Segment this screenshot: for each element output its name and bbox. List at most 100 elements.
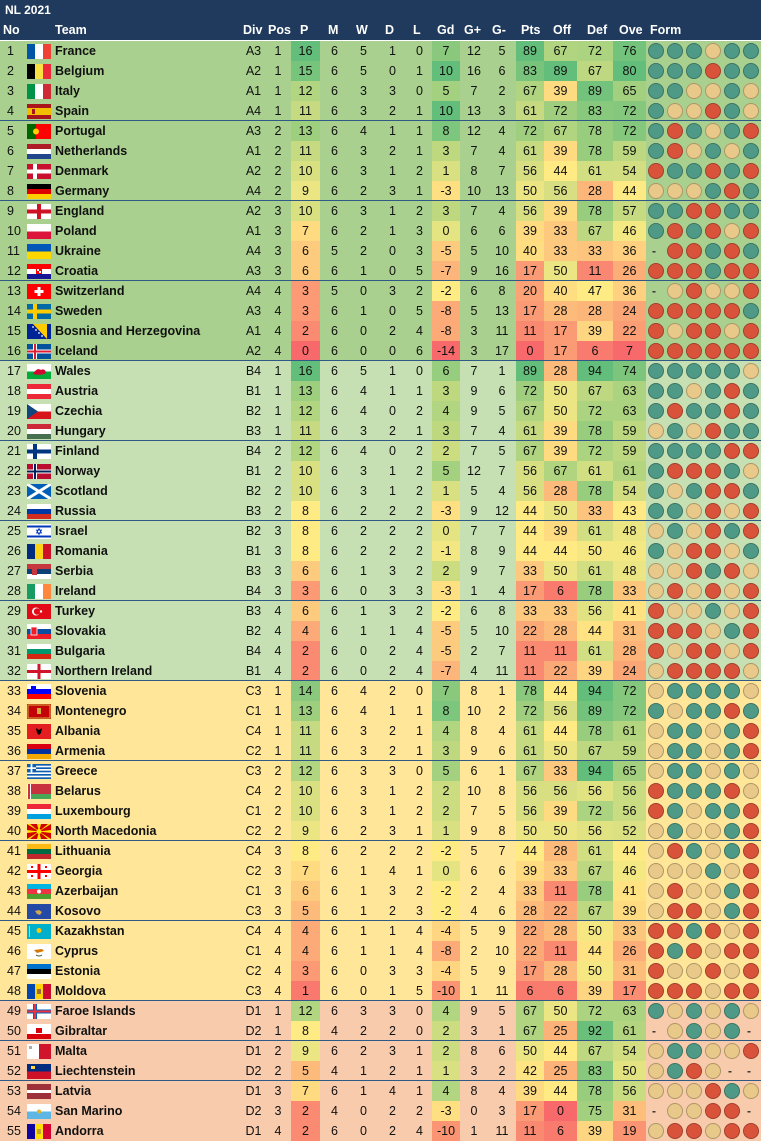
team-name[interactable]: Hungary [55,424,106,438]
team-name[interactable]: Lithuania [55,844,111,858]
table-row[interactable]: 12 Croatia A3 3 6 6 1 0 5 -7 9 16 17 50 11 26 [0,261,761,281]
team-name[interactable]: Turkey [55,604,96,618]
column-header-div[interactable]: Div [243,23,263,37]
table-row[interactable]: 44 Kosovo C3 3 5 6 1 2 3 -2 4 6 28 22 67 39 [0,901,761,921]
table-row[interactable]: 29 Turkey B3 4 6 6 1 3 2 -2 6 8 33 33 56 41 [0,600,761,621]
column-header-p[interactable]: P [300,23,309,37]
team-name[interactable]: Cyprus [55,944,99,958]
team-name[interactable]: Italy [55,84,81,98]
team-name[interactable]: Azerbaijan [55,884,119,898]
team-name[interactable]: Kazakhstan [55,924,125,938]
column-header-g-[interactable]: G+ [464,23,482,37]
column-header-d[interactable]: D [385,23,395,37]
column-header-l[interactable]: L [413,23,421,37]
team-name[interactable]: Poland [55,224,97,238]
table-row[interactable]: 11 Ukraine A4 3 6 5 2 0 3 -5 5 10 40 33 33 36- [0,241,761,261]
table-row[interactable]: 49 Faroe Islands D1 1 12 6 3 3 0 4 9 5 67 50 72 63 [0,1000,761,1021]
column-header-m[interactable]: M [328,23,339,37]
table-row[interactable]: 53 Latvia D1 3 7 6 1 4 1 4 8 4 39 44 78 56 [0,1080,761,1101]
column-header-form[interactable]: Form [650,23,682,37]
team-name[interactable]: Greece [55,764,98,778]
column-header-no[interactable]: No [3,23,20,37]
team-name[interactable]: Croatia [55,264,99,278]
table-row[interactable]: 32 Northern Ireland B1 4 2 6 0 2 4 -7 4 11 11 22 39 24 [0,661,761,681]
team-name[interactable]: Germany [55,184,110,198]
table-row[interactable]: 48 Moldova C3 4 1 6 0 1 5 -10 1 11 6 6 39 17 [0,981,761,1001]
table-row[interactable]: 18 Austria B1 1 13 6 4 1 1 3 9 6 72 50 67 63 [0,381,761,401]
table-row[interactable]: 50 Gibraltar D2 1 8 4 2 2 0 2 3 1 67 25 92 61- - [0,1021,761,1041]
team-name[interactable]: Andorra [55,1124,104,1138]
team-name[interactable]: Latvia [55,1084,92,1098]
table-row[interactable]: 40 North Macedonia C2 2 9 6 2 3 1 1 9 8 50 50 56 52 [0,821,761,841]
table-row[interactable]: 52 Liechtenstein D2 2 5 4 1 2 1 1 3 2 42 25 83 50- - [0,1061,761,1081]
team-name[interactable]: Georgia [55,864,103,878]
column-header-w[interactable]: W [356,23,368,37]
column-header-off[interactable]: Off [553,23,572,37]
column-header-pts[interactable]: Pts [521,23,541,37]
table-row[interactable]: 27 Serbia B3 3 6 6 1 3 2 2 9 7 33 50 61 48 [0,561,761,581]
team-name[interactable]: Slovakia [55,624,106,638]
column-header-pos[interactable]: Pos [268,23,291,37]
table-row[interactable]: 47 Estonia C2 4 3 6 0 3 3 -4 5 9 17 28 50 31 [0,961,761,981]
column-header-g-[interactable]: G- [492,23,506,37]
table-row[interactable]: 36 Armenia C2 1 11 6 3 2 1 3 9 6 61 50 67 59 [0,741,761,761]
table-row[interactable]: 25 Israel B2 3 8 6 2 2 2 0 7 7 44 39 61 48 [0,520,761,541]
team-name[interactable]: North Macedonia [55,824,157,838]
team-name[interactable]: Denmark [55,164,109,178]
team-name[interactable]: Czechia [55,404,103,418]
team-name[interactable]: Slovenia [55,684,107,698]
table-row[interactable]: 2 Belgium A2 1 15 6 5 0 1 10 16 6 83 89 67 80 [0,61,761,81]
team-name[interactable]: Northern Ireland [55,664,153,678]
team-name[interactable]: Austria [55,384,99,398]
table-row[interactable]: 45 Kazakhstan C4 4 4 6 1 1 4 -4 5 9 22 28 50 33 [0,920,761,941]
team-name[interactable]: Moldova [55,984,106,998]
team-name[interactable]: Luxembourg [55,804,131,818]
team-name[interactable]: Armenia [55,744,106,758]
team-name[interactable]: Norway [55,464,101,478]
table-row[interactable]: 43 Azerbaijan C1 3 6 6 1 3 2 -2 2 4 33 11 78 41 [0,881,761,901]
team-name[interactable]: Sweden [55,304,103,318]
team-name[interactable]: France [55,44,96,58]
table-row[interactable]: 39 Luxembourg C1 2 10 6 3 1 2 2 7 5 56 39 72 56 [0,801,761,821]
team-name[interactable]: Switzerland [55,284,125,298]
team-name[interactable]: England [55,204,105,218]
team-name[interactable]: Netherlands [55,144,128,158]
table-row[interactable]: 28 Ireland B4 3 3 6 0 3 3 -3 1 4 17 6 78 33 [0,581,761,601]
table-row[interactable]: 35 Albania C4 1 11 6 3 2 1 4 8 4 61 44 78 61 [0,721,761,741]
team-name[interactable]: Scotland [55,484,108,498]
team-name[interactable]: Serbia [55,564,94,578]
team-name[interactable]: Malta [55,1044,87,1058]
team-name[interactable]: San Marino [55,1104,123,1118]
team-name[interactable]: Spain [55,104,90,118]
table-row[interactable]: 22 Norway B1 2 10 6 3 1 2 5 12 7 56 67 61 61 [0,461,761,481]
column-header-def[interactable]: Def [587,23,608,37]
table-row[interactable]: 23 Scotland B2 2 10 6 3 1 2 1 5 4 56 28 78 54 [0,481,761,501]
team-name[interactable]: Montenegro [55,704,127,718]
team-name[interactable]: Portugal [55,124,106,138]
team-name[interactable]: Finland [55,444,100,458]
team-name[interactable]: Estonia [55,964,101,978]
table-row[interactable]: 20 Hungary B3 1 11 6 3 2 1 3 7 4 61 39 78 59 [0,421,761,441]
table-row[interactable]: 41 Lithuania C4 3 8 6 2 2 2 -2 5 7 44 28 61 44 [0,840,761,861]
table-row[interactable]: 13 Switzerland A4 4 3 5 0 3 2 -2 6 8 20 40 47 36- [0,280,761,301]
team-name[interactable]: Ukraine [55,244,101,258]
team-name[interactable]: Israel [55,524,88,538]
team-name[interactable]: Ireland [55,584,96,598]
team-name[interactable]: Wales [55,364,91,378]
team-name[interactable]: Bulgaria [55,644,106,658]
team-name[interactable]: Faroe Islands [55,1004,136,1018]
team-name[interactable]: Bosnia and Herzegovina [55,324,201,338]
team-name[interactable]: Romania [55,544,108,558]
table-row[interactable]: 5 Portugal A3 2 13 6 4 1 1 8 12 4 72 67 78 72 [0,120,761,141]
column-header-team[interactable]: Team [55,23,87,37]
table-row[interactable]: 38 Belarus C4 2 10 6 3 1 2 2 10 8 56 56 56 56 [0,781,761,801]
team-name[interactable]: Kosovo [55,904,101,918]
table-row[interactable]: 1 France A3 1 16 6 5 1 0 7 12 5 89 67 72 76 [0,41,761,61]
table-row[interactable]: 33 Slovenia C3 1 14 6 4 2 0 7 8 1 78 44 94 72 [0,680,761,701]
table-row[interactable]: 16 Iceland A2 4 0 6 0 0 6 -14 3 17 0 17 6 7 [0,341,761,361]
table-row[interactable]: 24 Russia B3 2 8 6 2 2 2 -3 9 12 44 50 33 43 [0,501,761,521]
table-row[interactable]: 54 San Marino D2 3 2 4 0 2 2 -3 0 3 17 0 75 31- - [0,1101,761,1121]
table-row[interactable]: 51 Malta D1 2 9 6 2 3 1 2 8 6 50 44 67 54 [0,1040,761,1061]
team-name[interactable]: Belgium [55,64,105,78]
table-row[interactable]: 31 Bulgaria B4 4 2 6 0 2 4 -5 2 7 11 11 61 28 [0,641,761,661]
